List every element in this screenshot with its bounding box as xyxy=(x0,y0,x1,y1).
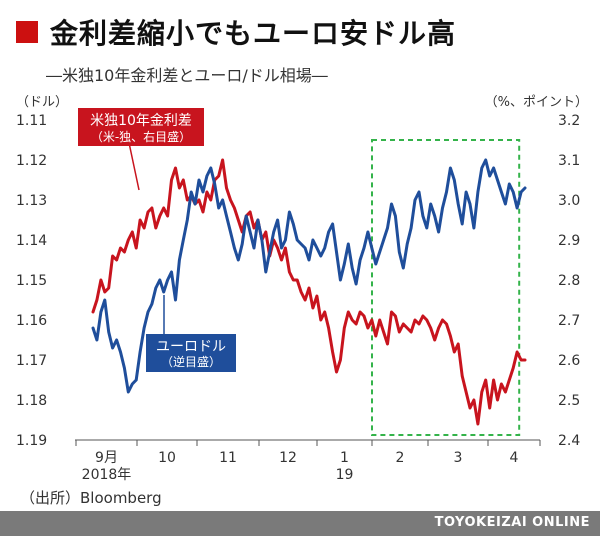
x-tick-label: 3 xyxy=(454,450,463,466)
left-tick-label: 1.12 xyxy=(16,153,47,169)
x-tick-label: 9月 xyxy=(95,450,118,466)
title-text: 金利差縮小でもユーロ安ドル高 xyxy=(50,17,457,50)
right-tick-label: 2.5 xyxy=(558,393,580,409)
x-tick-label: 10 xyxy=(158,450,176,466)
right-tick-label: 3.1 xyxy=(558,153,580,169)
chart-subtitle: ―米独10年金利差とユーロ/ドル相場― xyxy=(46,66,328,85)
left-tick-label: 1.13 xyxy=(16,193,47,209)
label-yield-spread-sub: （米-独、右目盛） xyxy=(91,129,191,144)
highlight-region xyxy=(371,139,521,436)
source-note: （出所）Bloomberg xyxy=(20,489,162,507)
x-tick-label: 12 xyxy=(279,450,297,466)
right-tick-label: 3.0 xyxy=(558,193,580,209)
right-tick-label: 2.6 xyxy=(558,353,580,369)
right-tick-label: 3.2 xyxy=(558,113,580,129)
footer-brand: TOYOKEIZAI ONLINE xyxy=(434,515,590,530)
right-tick-label: 2.9 xyxy=(558,233,580,249)
x-tick-label: 4 xyxy=(510,450,519,466)
left-tick-label: 1.18 xyxy=(16,393,47,409)
right-tick-label: 2.8 xyxy=(558,273,580,289)
label-eurusd-sub: （逆目盛） xyxy=(161,354,221,369)
left-tick-label: 1.14 xyxy=(16,233,47,249)
label-eurusd-name: ユーロドル xyxy=(156,339,226,355)
right-axis-unit: （%、ポイント） xyxy=(485,95,588,110)
right-tick-label: 2.4 xyxy=(558,433,580,449)
x-tick-label: 1 xyxy=(340,450,349,466)
series-line-yield-spread xyxy=(91,158,527,426)
x-tick-sublabel: 19 xyxy=(336,467,354,483)
left-tick-label: 1.16 xyxy=(16,313,47,329)
label-leader-yield-spread xyxy=(127,137,140,191)
right-tick-label: 2.7 xyxy=(558,313,580,329)
x-tick-sublabel: 2018年 xyxy=(82,467,132,483)
footer-bar: TOYOKEIZAI ONLINE xyxy=(0,511,600,536)
left-tick-label: 1.17 xyxy=(16,353,47,369)
x-tick-label: 2 xyxy=(396,450,405,466)
left-tick-label: 1.11 xyxy=(16,113,47,129)
left-tick-label: 1.19 xyxy=(16,433,47,449)
left-axis-unit: （ドル） xyxy=(16,95,68,110)
left-tick-label: 1.15 xyxy=(16,273,47,289)
label-box-yield-spread xyxy=(78,108,204,146)
chart-title: 金利差縮小でもユーロ安ドル高 xyxy=(16,12,456,52)
series-line-eurusd xyxy=(91,158,527,394)
x-tick-label: 11 xyxy=(219,450,237,466)
label-yield-spread-name: 米独10年金利差 xyxy=(90,113,192,129)
title-marker-icon xyxy=(16,21,38,43)
label-box-eurusd xyxy=(146,334,236,372)
